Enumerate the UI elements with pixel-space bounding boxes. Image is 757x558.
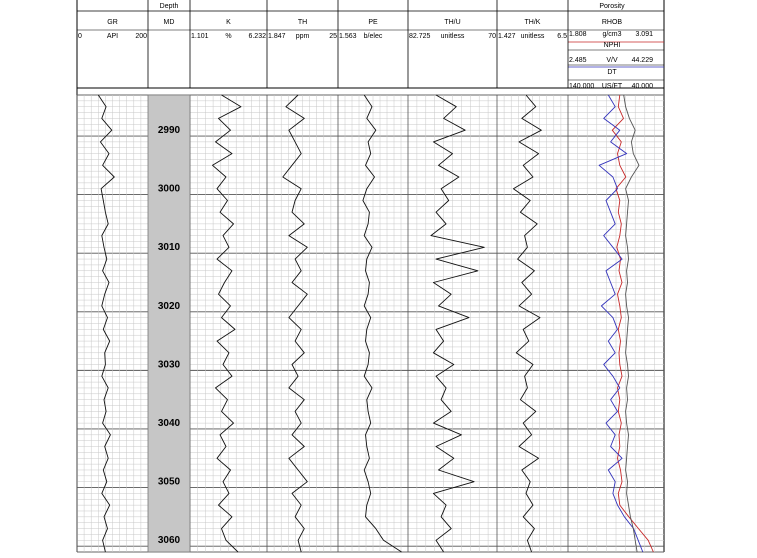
curve-gr	[97, 94, 115, 553]
curve-pe	[362, 94, 402, 553]
nphi-name: NPHI	[604, 42, 621, 49]
curve-th-k	[512, 94, 542, 553]
curve-th-u	[430, 94, 485, 553]
nphi-max: 44.229	[632, 57, 654, 64]
dt-name: DT	[607, 69, 617, 76]
track-max-thu: 70	[488, 33, 496, 40]
track-min-thk: 1.427	[498, 33, 516, 40]
track-unit-th: ppm	[296, 33, 310, 40]
depth-label: 3040	[158, 418, 181, 429]
depth-column: 2990 3000 3010 3020 3030 3040 3050 3060	[147, 94, 191, 553]
porosity-title: Porosity	[599, 3, 625, 10]
header-track-cells: GR 0 API 200 Depth MD K 1.101% 6.232 TH 1.847 ppm 25…	[76, 0, 665, 552]
track-max-thk: 6.5	[557, 33, 567, 40]
track-min-pe: 1.563	[339, 33, 357, 40]
curve-th	[282, 94, 308, 553]
depth-label: 3060	[158, 535, 181, 546]
track-curve-th: TH	[298, 19, 307, 26]
track-title-md: Depth	[160, 3, 179, 10]
track-unit-thu: unitless	[441, 33, 465, 40]
depth-label: 2990	[158, 125, 181, 136]
rhob-unit: g/cm3	[602, 31, 621, 38]
dt-min: 140.000	[569, 83, 594, 90]
header-porosity-cell: Porosity RHOB 1.808 g/cm3 3.091 NPHI 2.4…	[569, 3, 653, 90]
dt-max: 40.000	[632, 83, 654, 90]
track-unit-pe: b/elec	[364, 33, 383, 40]
track-curve-pe: PE	[368, 19, 378, 26]
nphi-min: 2.485	[569, 57, 587, 64]
depth-label: 3020	[158, 301, 181, 312]
track-curve-md: MD	[164, 19, 175, 26]
log-curves	[97, 94, 654, 553]
depth-label: 3030	[158, 359, 181, 370]
track-min-th: 1.847	[268, 33, 286, 40]
curve-rhob	[611, 94, 654, 553]
track-min-gr: 0	[78, 33, 82, 40]
track-curve-thu: TH/U	[444, 19, 460, 26]
track-min-thu: 82.725	[409, 33, 431, 40]
track-curve-k: K	[226, 19, 231, 26]
track-curve-gr: GR	[107, 19, 118, 26]
curve-dt	[623, 94, 640, 553]
rhob-name: RHOB	[602, 19, 623, 26]
track-unit-thk: unitless	[521, 33, 545, 40]
track-max-gr: 200	[135, 33, 147, 40]
depth-label: 3000	[158, 184, 181, 195]
nphi-unit: V/V	[606, 57, 618, 64]
track-unit-gr: API	[107, 33, 118, 40]
curve-nphi	[598, 94, 644, 553]
log-body: 2990 3000 3010 3020 3030 3040 3050 3060	[76, 94, 664, 553]
depth-track-fill	[147, 94, 191, 553]
track-max-k: 6.232	[248, 33, 266, 40]
rhob-min: 1.808	[569, 31, 587, 38]
curve-k	[212, 94, 242, 553]
track-unit-k: %	[225, 33, 231, 40]
track-curve-thk: TH/K	[525, 19, 541, 26]
depth-label: 3010	[158, 242, 181, 253]
depth-label: 3050	[158, 477, 181, 488]
track-min-k: 1.101	[191, 33, 209, 40]
rhob-max: 3.091	[635, 31, 653, 38]
log-header: GR 0 API 200 Depth MD K 1.101% 6.232 TH 1.847 ppm 25…	[76, 0, 665, 552]
dt-unit: US/FT	[602, 83, 623, 90]
track-max-th: 25	[329, 33, 337, 40]
